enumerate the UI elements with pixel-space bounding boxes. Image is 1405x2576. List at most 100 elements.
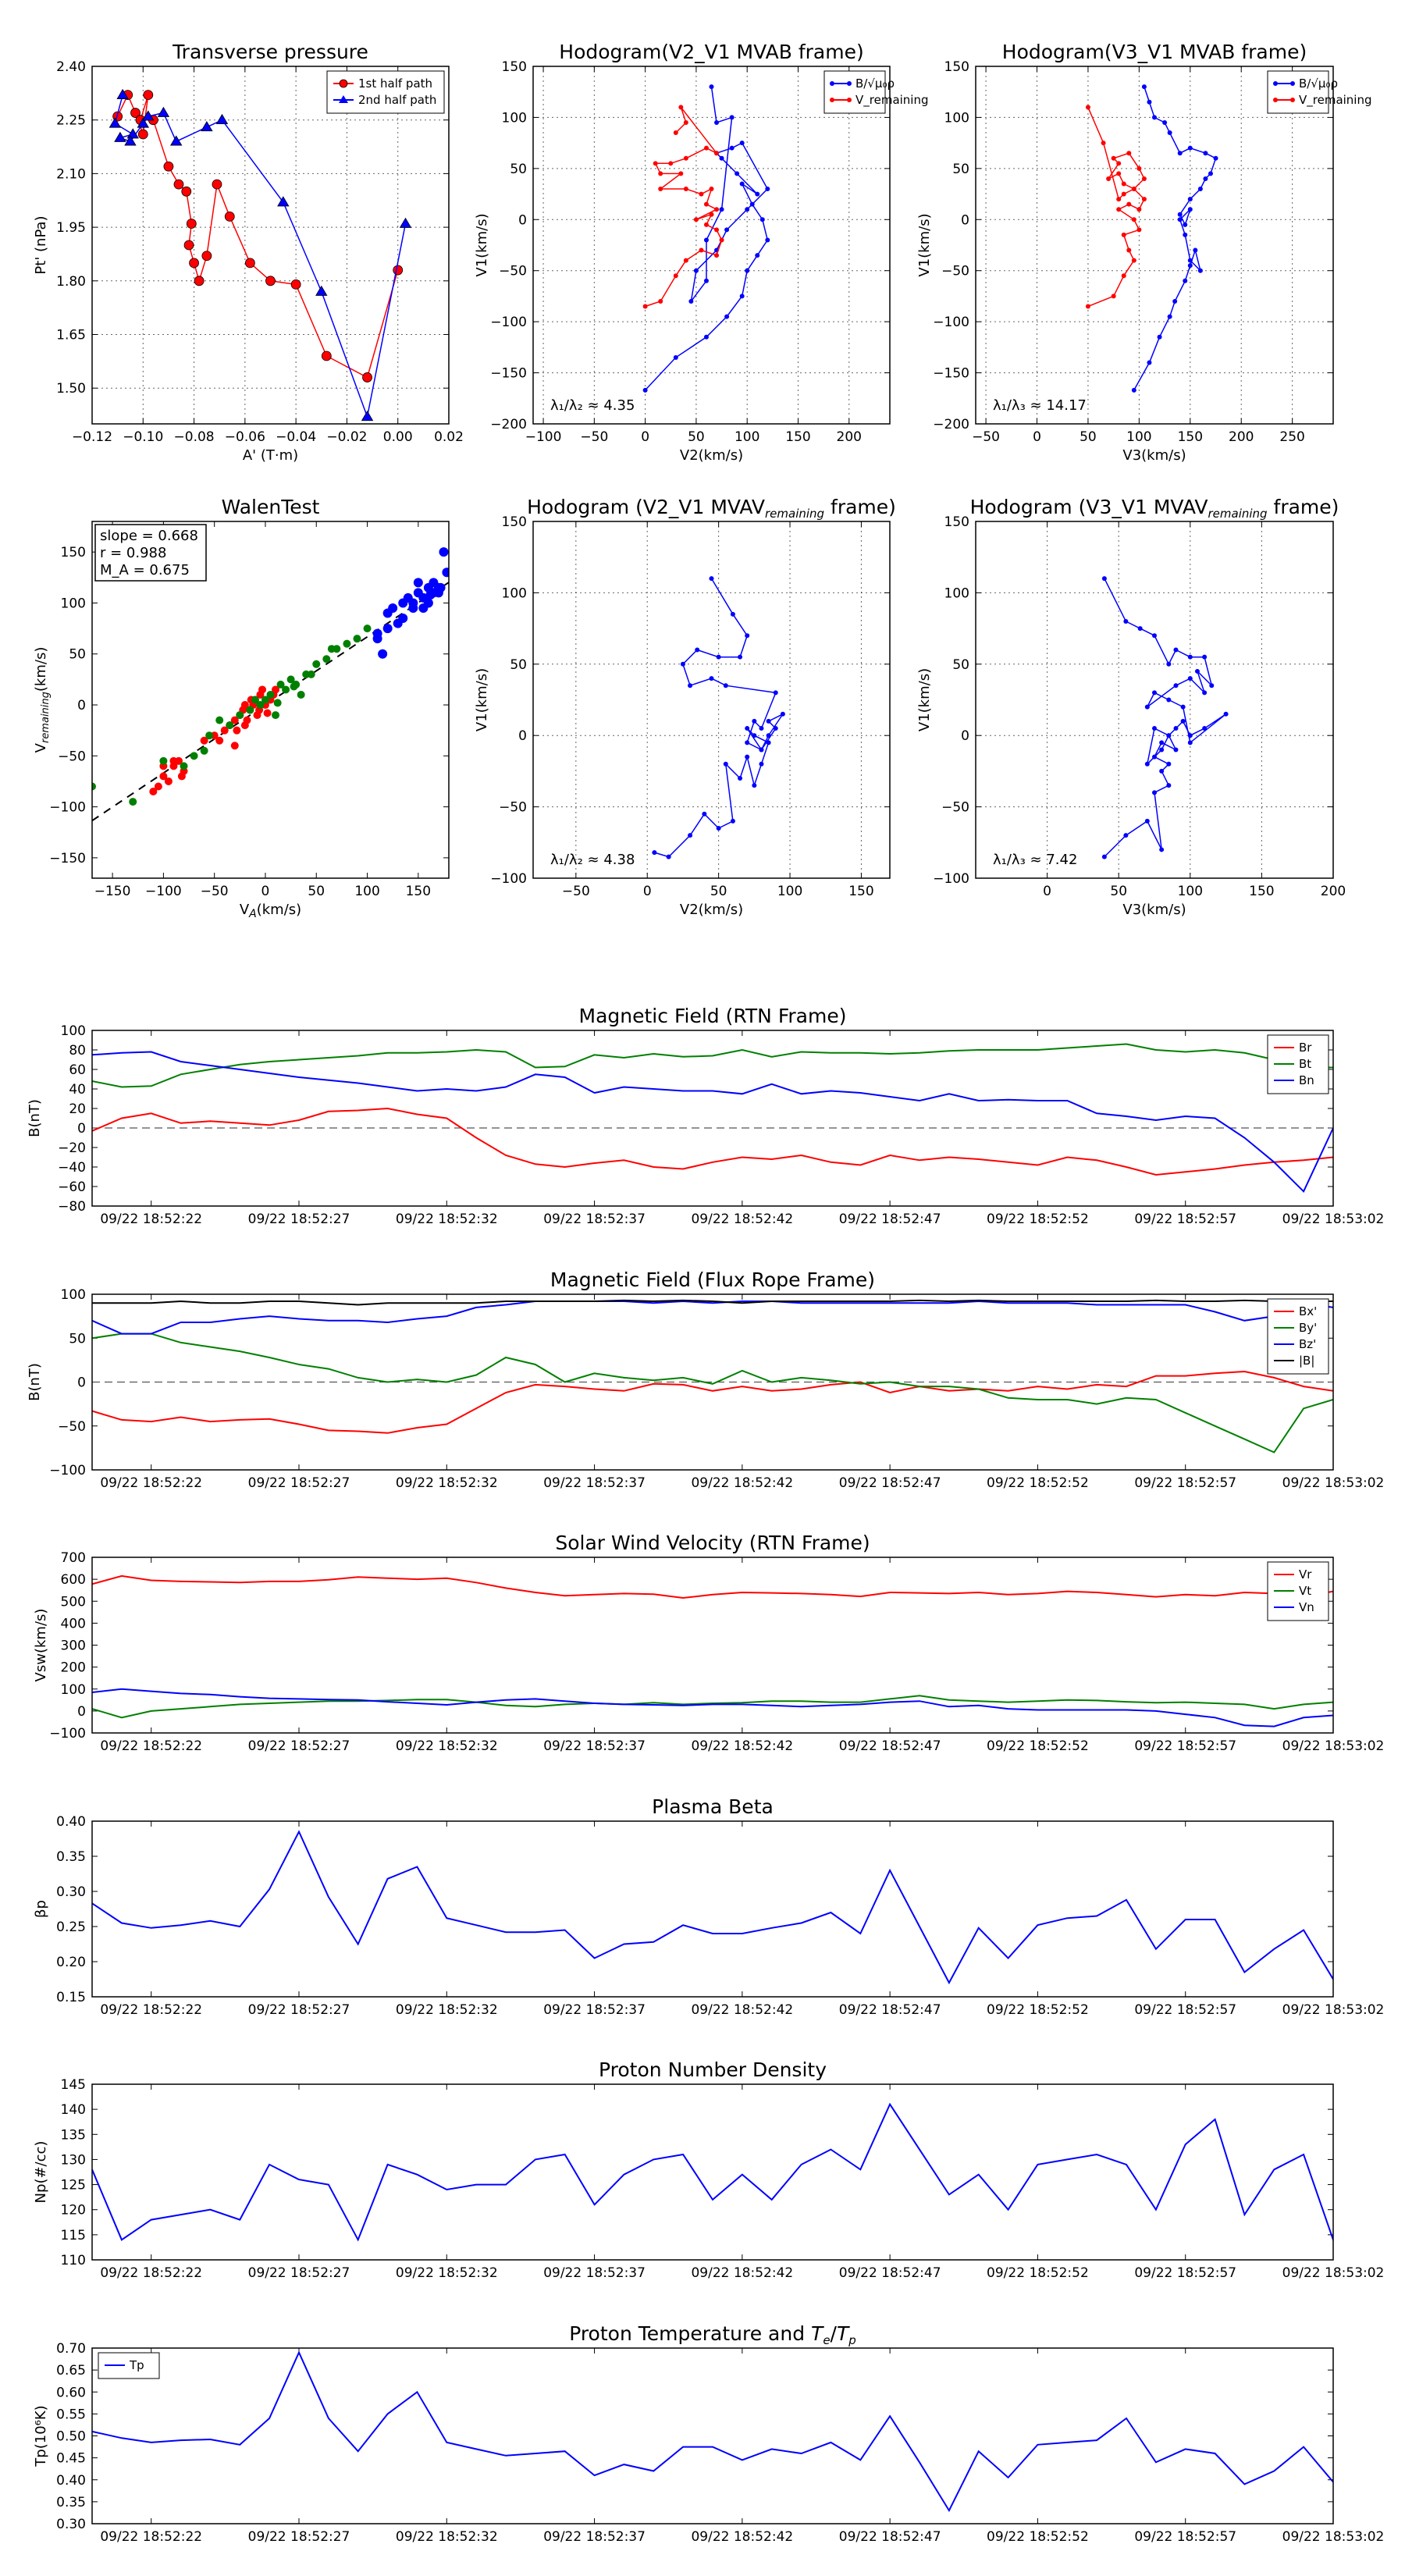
y-tick-label: 150 bbox=[502, 514, 527, 530]
y-tick-label: 80 bbox=[69, 1043, 86, 1059]
data-point bbox=[230, 716, 239, 724]
data-point bbox=[735, 171, 740, 176]
series-line-Br bbox=[92, 1107, 1333, 1176]
data-point bbox=[154, 782, 162, 791]
x-tick-label: 09/22 18:52:22 bbox=[100, 2529, 202, 2545]
data-point bbox=[683, 258, 688, 263]
data-point bbox=[163, 161, 174, 172]
y-tick-label: 145 bbox=[61, 2077, 86, 2093]
data-point bbox=[773, 726, 778, 731]
data-point bbox=[322, 655, 331, 664]
data-point bbox=[688, 298, 694, 304]
data-point bbox=[693, 217, 699, 222]
info-box-line: slope = 0.668 bbox=[100, 528, 198, 544]
data-point bbox=[361, 411, 374, 422]
x-tick-label: 09/22 18:52:47 bbox=[839, 1738, 941, 1754]
x-tick-label: 50 bbox=[710, 884, 727, 899]
y-tick-label: 130 bbox=[61, 2152, 86, 2168]
x-tick-label: 09/22 18:52:32 bbox=[396, 1738, 498, 1754]
data-point bbox=[738, 776, 743, 781]
y-tick-label: 120 bbox=[61, 2203, 86, 2218]
plot-area bbox=[108, 88, 412, 422]
x-tick-label: 09/22 18:52:52 bbox=[987, 1738, 1089, 1754]
legend-label: V_remaining bbox=[855, 93, 929, 108]
data-point bbox=[1202, 654, 1208, 660]
data-point bbox=[226, 721, 234, 730]
y-tick-label: 100 bbox=[944, 585, 969, 601]
axes-frame bbox=[91, 521, 450, 879]
chart-tp: Proton Temperature and Te/Tp 09/22 18:52:… bbox=[33, 2322, 1384, 2545]
series-line-Vremaining bbox=[1104, 578, 1227, 858]
x-tick-label: −50 bbox=[562, 884, 590, 899]
data-point bbox=[719, 207, 724, 212]
y-tick-label: −100 bbox=[49, 1726, 86, 1742]
x-tick-label: 09/22 18:52:32 bbox=[396, 2529, 498, 2545]
data-point bbox=[1152, 726, 1157, 731]
data-point bbox=[1203, 151, 1208, 156]
series-line-B bbox=[1133, 86, 1217, 391]
x-tick-label: 09/22 18:52:32 bbox=[396, 1212, 498, 1227]
x-tick-label: −0.06 bbox=[225, 429, 265, 445]
y-axis-label: Tp(10⁶K) bbox=[33, 2405, 49, 2467]
x-tick-label: −0.02 bbox=[326, 429, 367, 445]
data-point bbox=[752, 783, 757, 788]
chart-bfield_fr: Magnetic Field (Flux Rope Frame) 09/22 18… bbox=[27, 1268, 1384, 1491]
y-axis-label: βp bbox=[33, 1900, 49, 1918]
y-tick-label: 0.60 bbox=[56, 2385, 86, 2400]
data-point bbox=[680, 661, 685, 667]
chart-np: Proton Number Density 09/22 18:52:22 09/22… bbox=[33, 2058, 1384, 2281]
data-point bbox=[273, 699, 282, 707]
legend: Bx' By' Bz' |B| bbox=[1267, 1298, 1329, 1375]
series-line-Bt bbox=[92, 1043, 1333, 1088]
y-tick-label: −100 bbox=[49, 800, 86, 816]
legend-marker bbox=[339, 79, 348, 88]
legend-label: Bz' bbox=[1299, 1337, 1316, 1351]
data-point bbox=[773, 690, 778, 696]
x-tick-label: 09/22 18:52:42 bbox=[691, 2002, 793, 2018]
data-point bbox=[1173, 726, 1179, 731]
data-point bbox=[729, 115, 735, 120]
x-tick-label: 150 bbox=[785, 429, 810, 445]
data-point bbox=[1123, 618, 1129, 624]
data-point bbox=[1144, 704, 1150, 710]
data-point bbox=[230, 742, 239, 750]
x-tick-label: 09/22 18:53:02 bbox=[1282, 2529, 1385, 2545]
data-point bbox=[393, 265, 404, 276]
chart-title: Magnetic Field (Flux Rope Frame) bbox=[550, 1268, 875, 1291]
x-axis-label: VA(km/s) bbox=[240, 902, 301, 920]
data-point bbox=[251, 696, 259, 704]
legend-box bbox=[1267, 1298, 1329, 1375]
data-point bbox=[243, 716, 251, 724]
plot-area bbox=[92, 1299, 1333, 1453]
y-tick-label: 40 bbox=[69, 1082, 86, 1098]
x-tick-label: −0.04 bbox=[276, 429, 316, 445]
legend: B/√μ₀ρ V_remaining bbox=[1267, 70, 1372, 114]
data-point bbox=[739, 141, 745, 146]
data-point bbox=[286, 675, 295, 684]
data-point bbox=[157, 106, 170, 117]
data-point bbox=[703, 237, 709, 243]
axes-frame bbox=[91, 2347, 1334, 2524]
data-point bbox=[212, 179, 222, 190]
data-point bbox=[1213, 155, 1218, 161]
data-point bbox=[755, 191, 760, 197]
annotation-text: λ₁/λ₃ ≈ 14.17 bbox=[993, 397, 1087, 414]
data-point bbox=[695, 647, 700, 653]
chart-title: Solar Wind Velocity (RTN Frame) bbox=[555, 1532, 870, 1554]
data-point bbox=[1208, 171, 1213, 176]
x-tick-label: 09/22 18:52:57 bbox=[1134, 2265, 1236, 2281]
y-tick-label: 100 bbox=[944, 110, 969, 126]
x-tick-label: 09/22 18:53:02 bbox=[1282, 1212, 1385, 1227]
y-axis-label: V1(km/s) bbox=[474, 668, 490, 731]
x-tick-label: 100 bbox=[354, 884, 379, 899]
data-point bbox=[1187, 145, 1193, 151]
y-tick-label: 100 bbox=[502, 110, 527, 126]
y-tick-label: −200 bbox=[933, 417, 969, 432]
annotation-text: λ₁/λ₂ ≈ 4.38 bbox=[550, 852, 635, 868]
data-point bbox=[1187, 654, 1193, 660]
y-tick-label: 50 bbox=[69, 647, 86, 663]
x-tick-label: 09/22 18:52:42 bbox=[691, 2265, 793, 2281]
data-point bbox=[1177, 212, 1183, 217]
data-point bbox=[745, 754, 750, 760]
data-point bbox=[378, 649, 388, 659]
